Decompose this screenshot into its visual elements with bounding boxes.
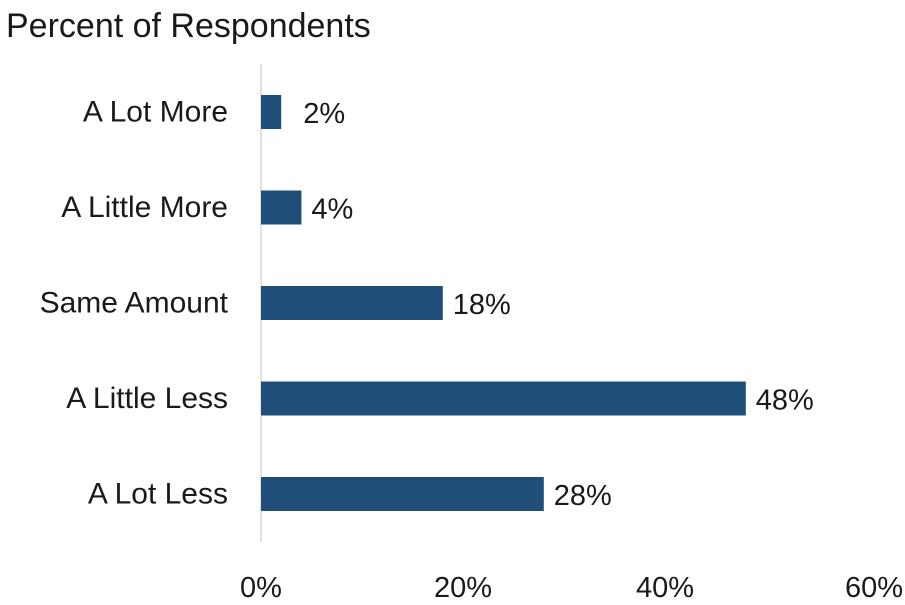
value-label-1: 4% — [311, 194, 353, 226]
bar-2 — [261, 286, 443, 320]
value-label-3: 48% — [756, 385, 814, 417]
category-label-3: A Little Less — [66, 382, 228, 415]
x-axis-tick-labels: 0% 20% 40% 60% — [240, 572, 903, 604]
bar-1 — [261, 190, 302, 225]
x-tick-label-2: 40% — [636, 572, 694, 604]
chart-title: Percent of Respondents — [6, 7, 371, 45]
bar-4 — [261, 477, 544, 511]
value-label-0: 2% — [303, 98, 345, 130]
category-label-0: A Lot More — [83, 96, 228, 129]
x-tick-label-1: 20% — [434, 572, 492, 604]
category-label-4: A Lot Less — [88, 478, 228, 511]
value-label-4: 28% — [554, 480, 612, 512]
bars-group — [261, 95, 746, 511]
category-labels: A Lot More A Little More Same Amount A Litt… — [40, 96, 229, 511]
bar-3 — [261, 381, 746, 416]
category-label-1: A Little More — [61, 191, 228, 224]
value-labels: 2% 4% 18% 48% 28% — [303, 98, 814, 512]
category-label-2: Same Amount — [40, 287, 229, 320]
bar-0 — [261, 95, 282, 129]
x-tick-label-3: 60% — [845, 572, 903, 604]
value-label-2: 18% — [453, 289, 511, 321]
x-tick-label-0: 0% — [240, 572, 282, 604]
